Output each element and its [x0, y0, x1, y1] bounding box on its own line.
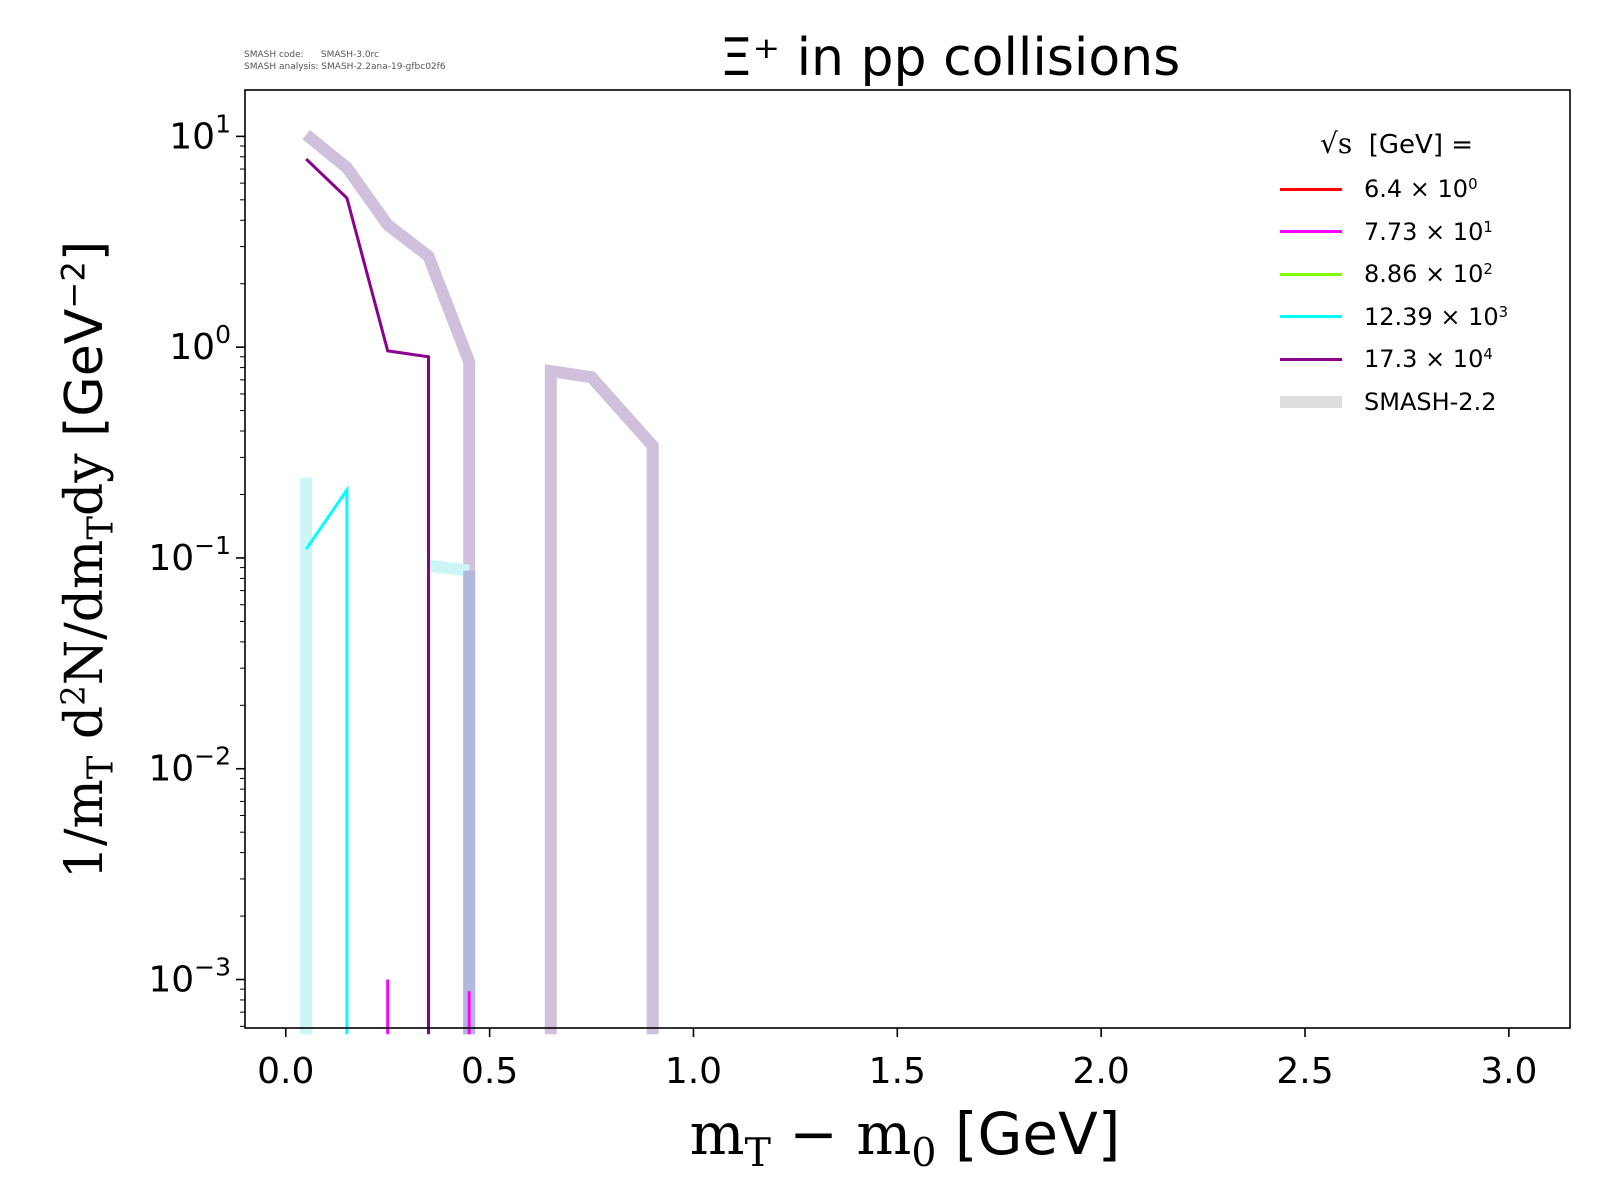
- x-tick-label: 0.0: [257, 1051, 314, 1092]
- legend-item: 12.39 × 103: [1280, 296, 1570, 339]
- legend-swatch: [1280, 187, 1342, 191]
- x-tick-label: 2.0: [1073, 1051, 1130, 1092]
- legend-item: 8.86 × 102: [1280, 253, 1570, 296]
- legend-label: 6.4 × 100: [1364, 175, 1478, 204]
- reference-line-3: [427, 559, 470, 577]
- legend-swatch: [1280, 395, 1342, 408]
- legend-swatch: [1280, 272, 1342, 276]
- legend-label: 17.3 × 104: [1364, 345, 1493, 374]
- series-lines: [304, 158, 471, 1035]
- reference-line-0: [302, 129, 476, 1035]
- y-tick-label: 100: [169, 320, 231, 368]
- reference-line-1: [544, 364, 659, 1035]
- legend-label: 7.73 × 101: [1364, 217, 1493, 246]
- x-tick-label: 0.5: [461, 1051, 518, 1092]
- series-line-4: [305, 158, 430, 1035]
- smash-code-label: SMASH code: SMASH-3.0rc: [244, 50, 380, 60]
- x-axis-ticks: 0.0 0.5 1.0 1.5 2.0 2.5 3.0: [257, 1028, 1537, 1092]
- x-tick-label: 1.0: [665, 1051, 722, 1092]
- legend-item: 6.4 × 100: [1280, 168, 1570, 211]
- y-axis-label: 1/mT d2N/dmTdy [GeV−2]: [54, 240, 122, 880]
- y-tick-label: 10−3: [148, 953, 231, 1001]
- legend-item: 17.3 × 104: [1280, 338, 1570, 381]
- sqrt-s-symbol: √s: [1320, 127, 1353, 160]
- legend-swatch: [1280, 315, 1342, 319]
- legend-title-text: [GeV] =: [1368, 130, 1474, 160]
- smash-analysis-label: SMASH analysis: SMASH-2.2ana-19-gfbc02f6: [244, 62, 446, 72]
- legend-swatch: [1280, 230, 1342, 234]
- plot-frame: [244, 89, 1571, 1029]
- legend-items: 6.4 × 100 7.73 × 101 8.86 × 102 12.39 × 103…: [1280, 168, 1570, 423]
- x-tick-label: 1.5: [869, 1051, 926, 1092]
- legend-title: √s [GeV] =: [1280, 120, 1570, 168]
- x-axis-label: mT − m0 [GeV]: [689, 1100, 1121, 1176]
- chart-title: Ξ⁺ in pp collisions: [719, 28, 1181, 88]
- y-tick-label: 101: [169, 109, 231, 157]
- legend-label: 12.39 × 103: [1364, 302, 1509, 331]
- reference-lines: [300, 129, 659, 1035]
- legend-item: SMASH-2.2: [1280, 381, 1570, 424]
- legend-swatch: [1280, 357, 1342, 361]
- legend-label: 8.86 × 102: [1364, 260, 1493, 289]
- series-line-3: [304, 485, 349, 1035]
- legend: √s [GeV] = 6.4 × 100 7.73 × 101 8.86 × 102…: [1280, 120, 1570, 423]
- legend-item: 7.73 × 101: [1280, 211, 1570, 254]
- y-axis-ticks: 10−3 10−2 10−1 100 101: [148, 109, 245, 1027]
- y-tick-label: 10−1: [148, 531, 231, 579]
- legend-label: SMASH-2.2: [1364, 387, 1497, 416]
- x-tick-label: 2.5: [1276, 1051, 1333, 1092]
- x-tick-label: 3.0: [1480, 1051, 1537, 1092]
- y-tick-label: 10−2: [148, 742, 231, 790]
